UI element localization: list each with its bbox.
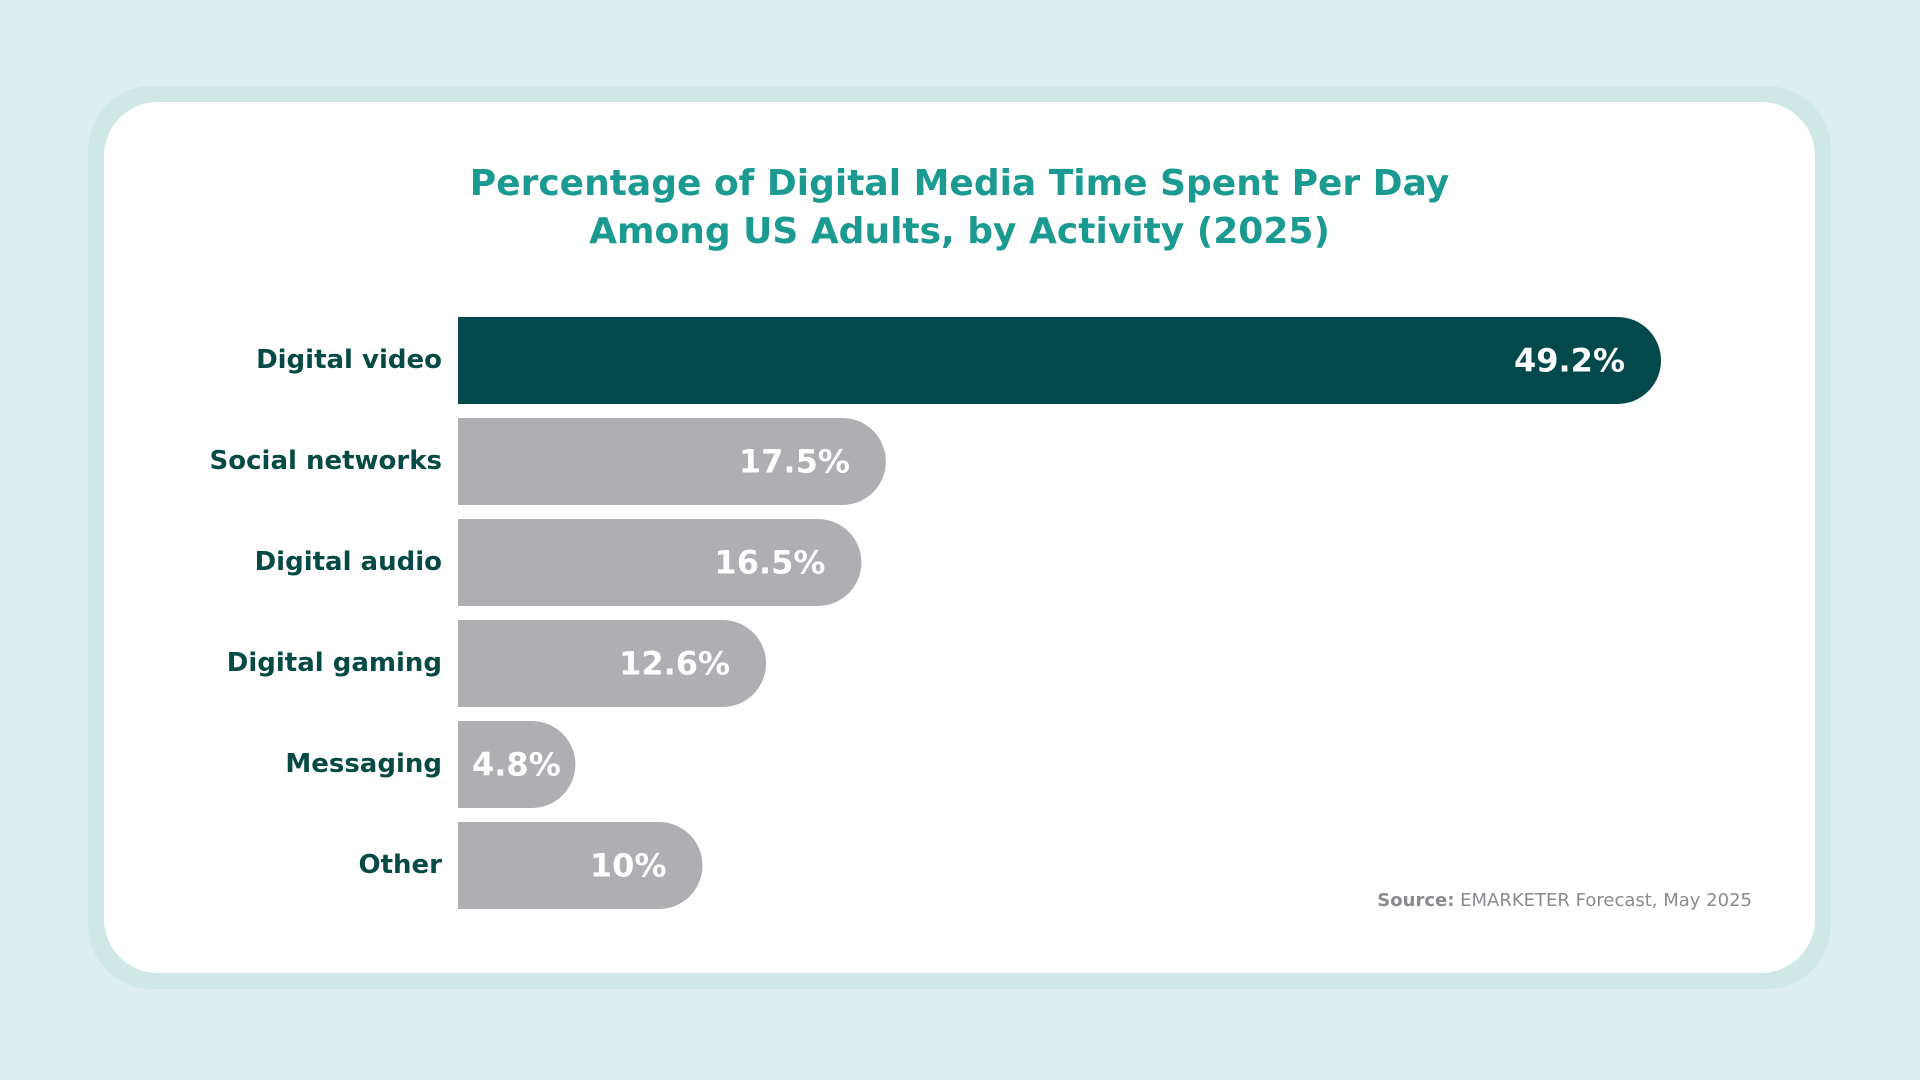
value-label-other: 10% xyxy=(590,847,667,885)
bar-other xyxy=(458,822,703,909)
value-label-messaging: 4.8% xyxy=(472,746,561,784)
category-label-other: Other xyxy=(359,850,443,880)
value-label-digital-audio: 16.5% xyxy=(714,544,825,582)
category-label-digital-gaming: Digital gaming xyxy=(227,648,442,678)
chart-title: Percentage of Digital Media Time Spent P… xyxy=(104,160,1815,256)
value-label-digital-gaming: 12.6% xyxy=(619,645,730,683)
chart-title-line-2: Among US Adults, by Activity (2025) xyxy=(589,211,1330,252)
bar-social-networks xyxy=(458,418,886,505)
bar-chart: Digital video 49.2% Social networks 17.5% Di… xyxy=(210,317,1661,909)
bar-digital-gaming xyxy=(458,620,767,707)
source-text: EMARKETER Forecast, May 2025 xyxy=(1460,890,1752,911)
category-label-social-networks: Social networks xyxy=(210,446,442,476)
bar-messaging xyxy=(458,721,576,808)
value-label-social-networks: 17.5% xyxy=(739,443,850,481)
bar-digital-audio xyxy=(458,519,862,606)
chart-card xyxy=(104,102,1815,973)
category-label-digital-audio: Digital audio xyxy=(255,547,442,577)
category-label-digital-video: Digital video xyxy=(256,345,442,375)
bar-digital-video xyxy=(458,317,1661,404)
source-note: Source: EMARKETER Forecast, May 2025 xyxy=(1377,890,1752,911)
source-label: Source: xyxy=(1377,890,1455,911)
chart-title-line-1: Percentage of Digital Media Time Spent P… xyxy=(469,163,1450,204)
category-label-messaging: Messaging xyxy=(285,749,442,779)
value-label-digital-video: 49.2% xyxy=(1514,342,1625,380)
